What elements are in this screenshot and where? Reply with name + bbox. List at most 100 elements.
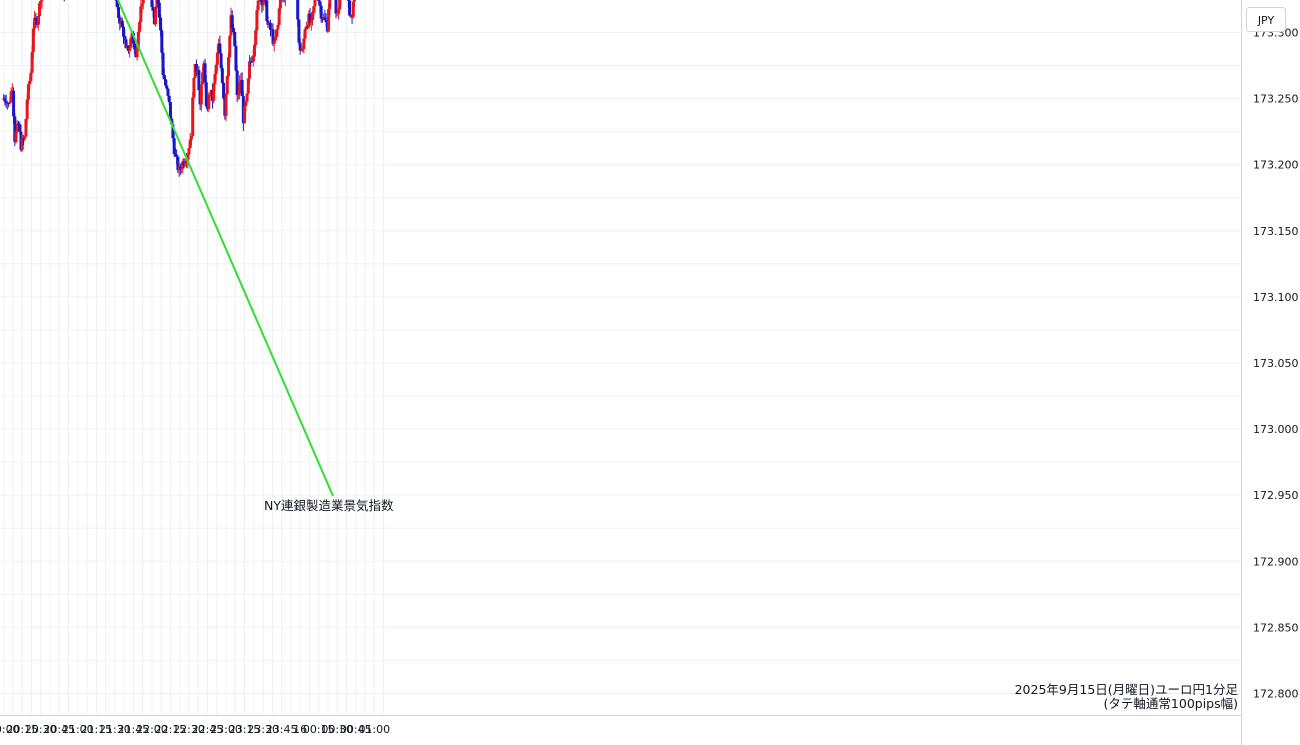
- candle: [303, 27, 307, 42]
- candle: [162, 68, 166, 81]
- candle: [348, 0, 352, 17]
- candle: [254, 27, 258, 49]
- candle: [191, 92, 195, 137]
- candle: [140, 3, 144, 13]
- candle: [154, 5, 158, 27]
- x-tick-label: 00:15: [303, 723, 335, 736]
- candle: [313, 0, 317, 14]
- candle: [234, 40, 238, 73]
- candle: [212, 82, 216, 104]
- candle: [39, 0, 43, 8]
- candle: [328, 0, 332, 17]
- annotation-leader-line: [116, 0, 334, 497]
- candle: [164, 75, 168, 88]
- candle: [219, 49, 223, 72]
- candle: [189, 135, 193, 146]
- candle: [284, 0, 286, 7]
- x-tick-label: 21:15: [80, 723, 112, 736]
- candle: [218, 35, 222, 55]
- price-axis[interactable]: 173.800173.750173.700173.650173.600173.5…: [1253, 0, 1299, 700]
- candle: [235, 64, 239, 103]
- candle: [4, 94, 8, 109]
- currency-badge[interactable]: JPY: [1246, 7, 1286, 32]
- candle: [26, 81, 30, 104]
- candle: [278, 0, 282, 14]
- x-tick-label: 20:00: [0, 723, 20, 736]
- candle: [141, 0, 145, 10]
- candle: [222, 81, 226, 100]
- candle: [165, 79, 169, 91]
- candle: [353, 0, 357, 8]
- candle: [275, 29, 279, 40]
- candle: [199, 82, 203, 112]
- x-tick-label: 21:00: [62, 723, 94, 736]
- x-tick-label: 22:15: [155, 723, 187, 736]
- candle: [204, 75, 208, 109]
- candle: [257, 0, 261, 3]
- candle: [281, 0, 283, 3]
- candle: [282, 0, 284, 2]
- candle: [224, 93, 228, 122]
- candle: [155, 0, 159, 8]
- candle: [248, 55, 252, 85]
- candle: [283, 0, 285, 3]
- x-tick-label: 22:30: [173, 723, 205, 736]
- candle: [255, 5, 259, 35]
- x-tick-label: 01:00: [358, 723, 390, 736]
- candle: [33, 10, 37, 36]
- x-tick-label: 20:45: [43, 723, 75, 736]
- candle: [252, 43, 256, 62]
- candle: [38, 1, 42, 24]
- candle: [192, 76, 196, 100]
- y-tick-label: 173.150: [1253, 225, 1299, 238]
- x-tick-label: 23:45: [266, 723, 298, 736]
- grid-lines: [0, 0, 1241, 715]
- candle: [304, 21, 308, 31]
- candle: [340, 0, 342, 7]
- candle: [246, 77, 250, 95]
- chart-caption-line2: (タテ軸通常100pips幅): [1104, 696, 1238, 711]
- candle: [173, 147, 177, 157]
- candle: [243, 103, 247, 124]
- candle: [225, 75, 229, 96]
- x-tick-label: 22:00: [136, 723, 168, 736]
- candle: [15, 120, 19, 134]
- candle: [269, 19, 273, 37]
- candle: [334, 0, 338, 19]
- candle: [122, 23, 126, 45]
- candle: [298, 37, 302, 55]
- candle: [14, 129, 18, 144]
- candle: [311, 11, 315, 26]
- candle: [228, 35, 232, 62]
- y-tick-label: 173.250: [1253, 93, 1299, 106]
- candle: [277, 6, 281, 27]
- candle: [233, 31, 237, 47]
- y-tick-label: 173.200: [1253, 159, 1299, 172]
- candle: [245, 92, 249, 104]
- candle: [338, 0, 342, 15]
- candle: [262, 0, 266, 5]
- candle: [3, 95, 7, 106]
- time-axis[interactable]: 20:0020:1520:3020:4521:0021:1521:3021:45…: [0, 723, 390, 736]
- y-tick-label: 173.000: [1253, 423, 1299, 436]
- candle: [9, 87, 13, 104]
- x-tick-label: 20:15: [6, 723, 38, 736]
- x-tick-label: 21:30: [99, 723, 131, 736]
- y-tick-label: 172.850: [1253, 621, 1299, 634]
- x-tick-label: 23:30: [247, 723, 279, 736]
- candle: [265, 0, 269, 22]
- candle: [120, 17, 124, 28]
- candle: [172, 132, 176, 158]
- x-tick-label: 23:00: [210, 723, 242, 736]
- chart-caption-line1: 2025年9月15日(月曜日)ユーロ円1分足: [1015, 682, 1239, 697]
- y-tick-label: 172.950: [1253, 489, 1299, 502]
- candle: [40, 0, 44, 9]
- x-tick-label: 00:30: [321, 723, 353, 736]
- candle: [197, 66, 201, 91]
- x-tick-label: 22:45: [192, 723, 224, 736]
- x-tick-label: 23:15: [229, 723, 261, 736]
- candle: [230, 10, 234, 30]
- y-tick-label: 173.050: [1253, 357, 1299, 370]
